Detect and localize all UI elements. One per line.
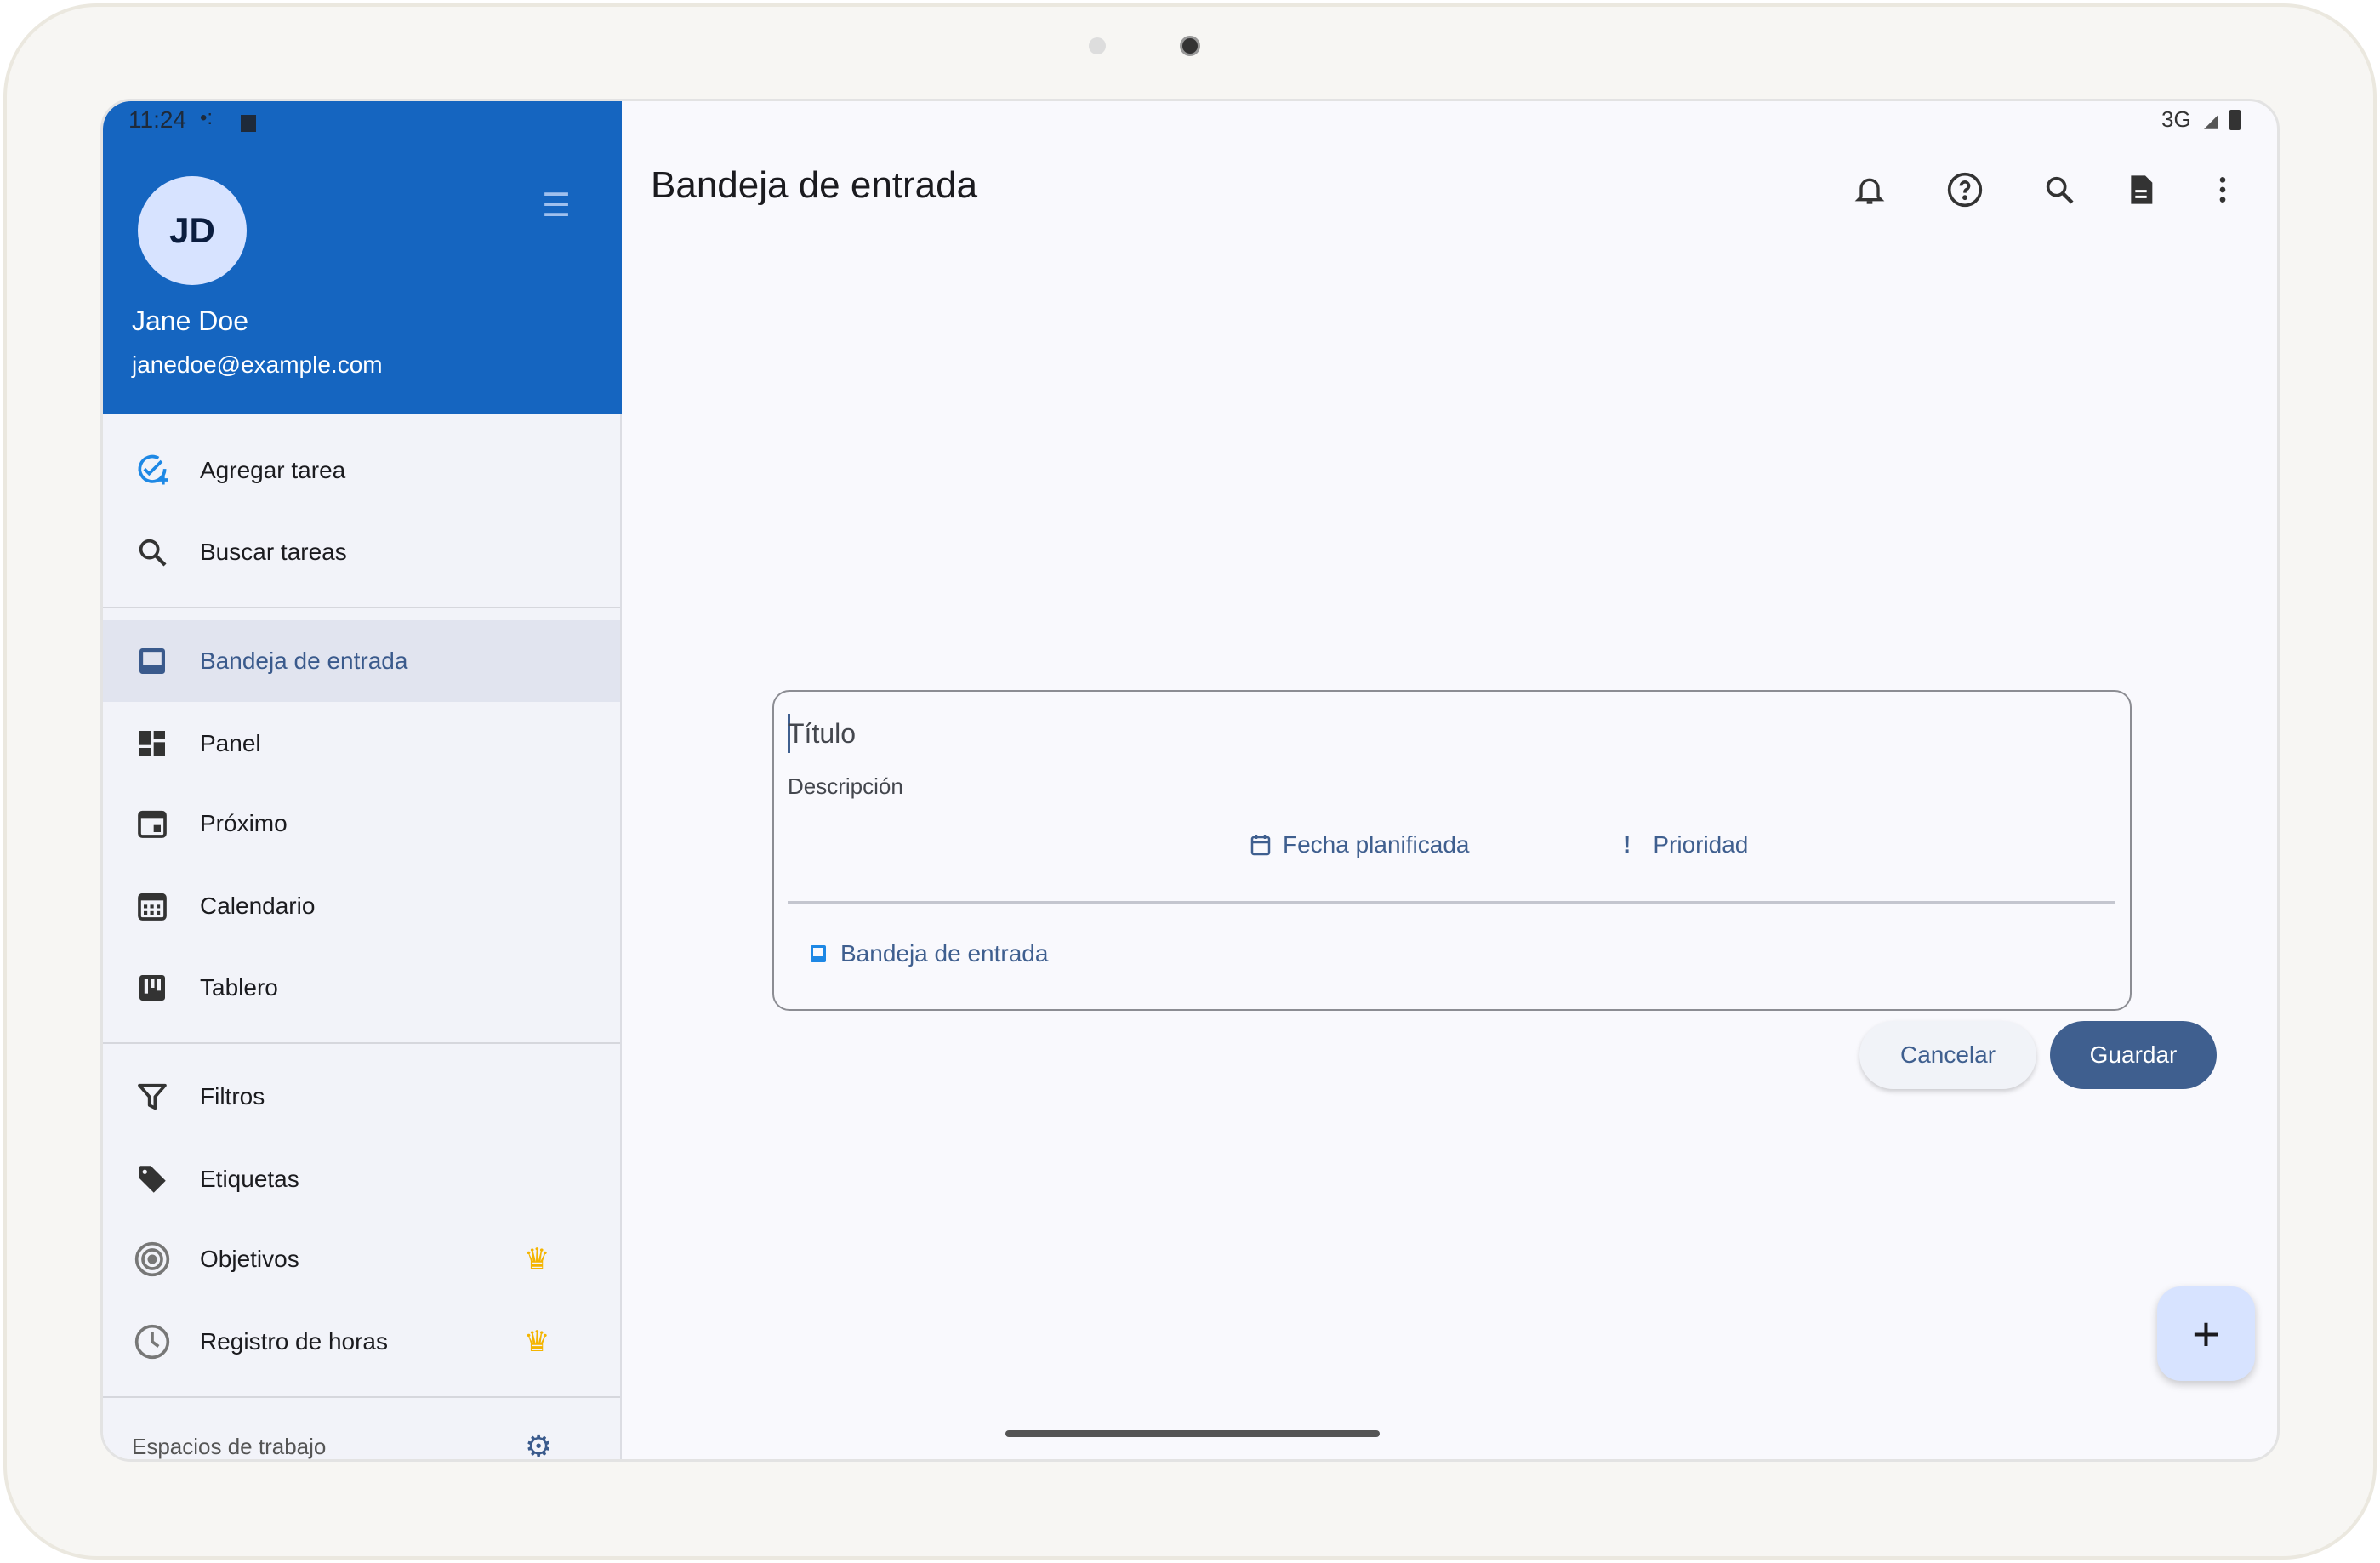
sidebar-item-label: Bandeja de entrada [200,647,408,674]
notification-icon: •: [200,106,214,129]
sidebar-item-inbox[interactable]: Bandeja de entrada [103,620,620,702]
sidebar-item-label: Tablero [200,974,278,1001]
camera [1180,36,1200,56]
add-task-fab[interactable]: + [2157,1286,2255,1381]
filter-icon [134,1078,171,1115]
calendar-event-icon [134,805,171,842]
sidebar-item-label: Registro de horas [200,1328,389,1355]
sidebar-item-calendar[interactable]: Calendario [103,865,620,947]
sidebar-item-filters[interactable]: Filtros [103,1056,620,1138]
divider [103,1042,620,1044]
battery-icon [2229,110,2241,130]
sidebar-item-board[interactable]: Tablero [103,947,620,1029]
project-label: Bandeja de entrada [840,940,1049,967]
priority-button[interactable]: ! Prioridad [1623,831,1748,859]
sidebar-item-labels[interactable]: Etiquetas [103,1138,620,1220]
drawer-header: 11:24 •: JD ☰ Jane Doe janedoe@example.c… [103,101,622,414]
sidebar-item-label: Agregar tarea [200,457,346,483]
workspaces-settings-icon[interactable]: ⚙ [525,1429,553,1462]
workspaces-label: Espacios de trabajo [132,1434,327,1459]
sidebar-item-label: Filtros [200,1083,265,1110]
sidebar-item-label: Calendario [200,893,316,919]
sidebar-item-search[interactable]: Buscar tareas [103,511,620,593]
sidebar-item-time-tracking[interactable]: Registro de horas ♛ [103,1301,620,1383]
quick-add-task-form: Título Descripción Fecha planificada ! P… [772,690,2217,1089]
signal-icon: ◢ [2204,110,2218,131]
more-vert-icon[interactable] [2199,166,2246,214]
screen: 11:24 •: JD ☰ Jane Doe janedoe@example.c… [100,99,2280,1462]
inbox-icon [134,642,171,680]
home-gesture-bar[interactable] [1005,1430,1380,1437]
divider [103,1396,620,1398]
sidebar-item-label: Etiquetas [200,1166,299,1192]
bell-icon[interactable] [1846,166,1893,214]
project-selector[interactable]: Bandeja de entrada [810,940,1048,967]
navigation-drawer: 11:24 •: JD ☰ Jane Doe janedoe@example.c… [103,101,622,1459]
priority-icon: ! [1623,831,1631,858]
divider [788,901,2115,904]
sidebar-item-label: Objetivos [200,1246,299,1272]
dashboard-icon [134,725,171,762]
title-input[interactable]: Título [788,718,857,749]
premium-crown-icon: ♛ [524,1326,550,1358]
sidebar-item-panel[interactable]: Panel [103,703,620,784]
save-button[interactable]: Guardar [2050,1021,2217,1089]
sidebar-item-upcoming[interactable]: Próximo [103,783,620,864]
user-email: janedoe@example.com [132,351,383,378]
description-input[interactable]: Descripción [788,773,903,799]
collapse-drawer-icon[interactable]: ☰ [542,188,572,224]
page-title: Bandeja de entrada [651,164,978,206]
add-task-icon [134,452,171,489]
status-time: 11:24 [128,106,186,133]
user-name: Jane Doe [132,305,248,336]
calendar-icon [1250,835,1271,856]
sensor [1089,37,1106,54]
inbox-icon [811,945,826,962]
premium-crown-icon: ♛ [524,1243,550,1275]
calendar-month-icon [134,887,171,925]
search-icon[interactable] [2036,166,2083,214]
target-icon [134,1241,171,1278]
scheduled-date-label: Fecha planificada [1283,831,1470,858]
avatar[interactable]: JD [138,176,247,285]
sidebar-item-label: Panel [200,730,261,756]
document-icon[interactable] [2117,166,2165,214]
sidebar-item-add-task[interactable]: Agregar tarea [103,430,620,511]
cancel-button[interactable]: Cancelar [1859,1021,2036,1089]
priority-label: Prioridad [1653,831,1749,858]
keyboard-icon [241,115,256,132]
tag-icon [134,1161,171,1198]
network-indicator: 3G [2161,106,2191,132]
sidebar-item-label: Buscar tareas [200,539,347,565]
board-icon [134,969,171,1007]
sidebar-item-goals[interactable]: Objetivos ♛ [103,1218,620,1300]
help-icon[interactable] [1941,166,1989,214]
sidebar-item-label: Próximo [200,810,288,836]
text-cursor [788,714,790,753]
scheduled-date-button[interactable]: Fecha planificada [1250,831,1469,859]
search-icon [134,533,171,571]
clock-icon [134,1323,171,1360]
divider [103,607,620,608]
